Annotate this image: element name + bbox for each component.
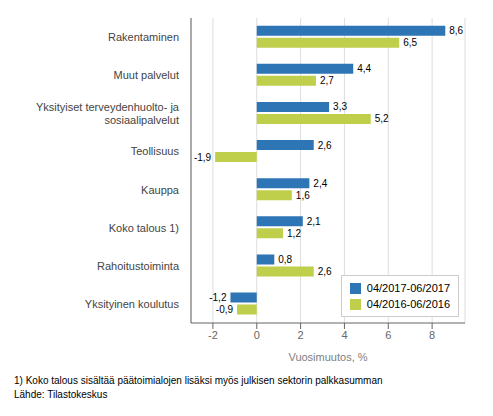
html-text:04/2017-06/2017: 04/2017-06/2017 <box>366 282 450 294</box>
svg-text:Koko talous 1): Koko talous 1) <box>109 222 179 234</box>
svg-text:6: 6 <box>385 329 391 341</box>
svg-text:Teollisuus: Teollisuus <box>131 145 180 157</box>
svg-text:0: 0 <box>254 329 260 341</box>
svg-text:Yksityiset terveydenhuolto- ja: Yksityiset terveydenhuolto- jasosiaalipa… <box>36 101 180 126</box>
svg-text:-1,9: -1,9 <box>194 152 212 163</box>
svg-text:-0,9: -0,9 <box>216 304 234 315</box>
html-text:04/2016-06/2016: 04/2016-06/2016 <box>366 298 450 310</box>
svg-text:2: 2 <box>298 329 304 341</box>
html-text:Lähde: Tilastokeskus: Lähde: Tilastokeskus <box>14 389 108 400</box>
svg-text:Kauppa: Kauppa <box>141 184 180 196</box>
svg-text:8: 8 <box>429 329 435 341</box>
svg-text:4,4: 4,4 <box>357 63 371 74</box>
svg-text:2,7: 2,7 <box>320 75 334 86</box>
svg-text:Rahoitustoiminta: Rahoitustoiminta <box>97 260 180 272</box>
svg-text:1,2: 1,2 <box>287 228 301 239</box>
svg-text:-2: -2 <box>208 329 218 341</box>
svg-text:5,2: 5,2 <box>375 113 389 124</box>
html-text:1) Koko talous sisältää päätoi: 1) Koko talous sisältää päätoimialojen l… <box>14 375 383 386</box>
svg-text:8,6: 8,6 <box>449 25 463 36</box>
svg-text:Vuosimuutos, %: Vuosimuutos, % <box>288 351 367 363</box>
svg-text:2,6: 2,6 <box>318 140 332 151</box>
svg-text:0,8: 0,8 <box>278 254 292 265</box>
svg-text:Yksityinen koulutus: Yksityinen koulutus <box>85 298 180 310</box>
svg-text:-1,2: -1,2 <box>209 292 227 303</box>
svg-text:Rakentaminen: Rakentaminen <box>108 31 179 43</box>
svg-text:1,6: 1,6 <box>296 190 310 201</box>
svg-text:4: 4 <box>341 329 347 341</box>
svg-text:Muut palvelut: Muut palvelut <box>114 69 179 81</box>
svg-text:2,1: 2,1 <box>307 216 321 227</box>
svg-text:2,4: 2,4 <box>313 178 327 189</box>
svg-text:3,3: 3,3 <box>333 101 347 112</box>
svg-text:6,5: 6,5 <box>403 37 417 48</box>
svg-text:2,6: 2,6 <box>318 266 332 277</box>
